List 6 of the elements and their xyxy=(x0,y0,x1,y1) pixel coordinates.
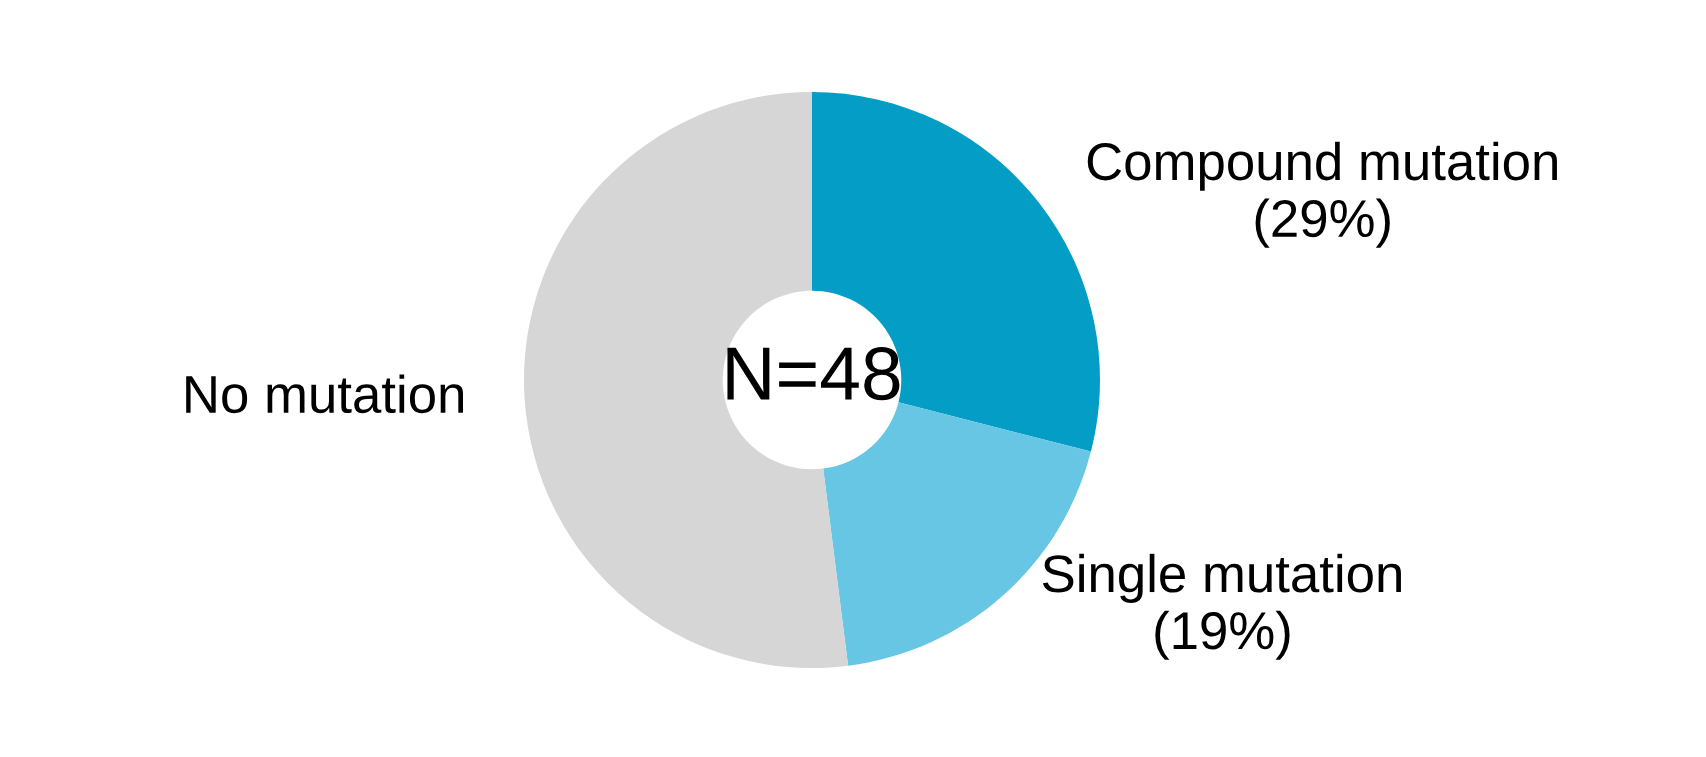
slice-label: Compound mutation xyxy=(1087,141,1557,191)
text: N=48 xyxy=(727,347,900,401)
data-label: (29%) xyxy=(1255,198,1390,248)
slice-label: Single mutation xyxy=(1042,553,1401,604)
data-label: (19%) xyxy=(1155,610,1290,660)
slice-label: No mutation xyxy=(186,374,463,414)
